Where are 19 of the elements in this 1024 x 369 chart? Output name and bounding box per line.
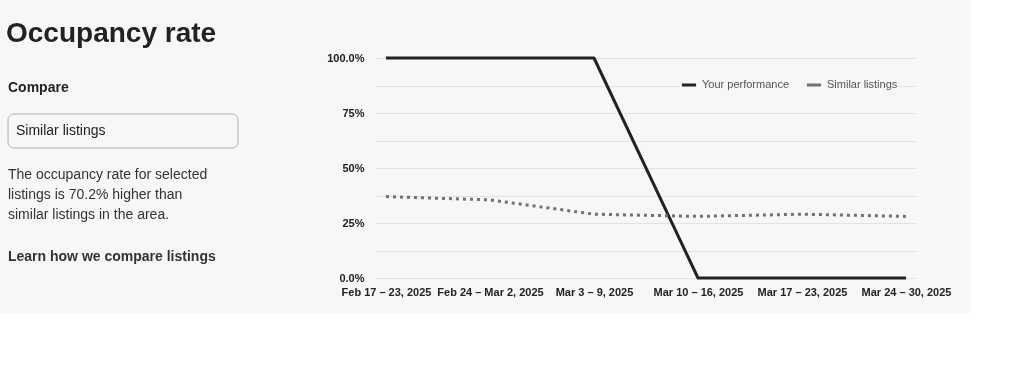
text: The occupancy rate for selected listings is 70.2% higher than similar listings in the area. [8,166,208,222]
y-tick-label: 25% [342,216,365,229]
x-tick-label: Feb 17 – 23, 2025 [341,285,432,298]
x-tick-label: Mar 3 – 9, 2025 [555,285,634,298]
text: Occupancy rate [6,17,217,48]
x-tick-label: Mar 10 – 16, 2025 [653,285,744,298]
y-tick-label: 0.0% [339,271,365,284]
text: Compare [8,79,69,95]
y-tick-label: 75% [342,106,365,119]
x-tick-label: Feb 24 – Mar 2, 2025 [437,285,544,298]
x-tick-label: Mar 17 – 23, 2025 [757,285,848,298]
legend-label: Your performance [702,78,790,90]
y-tick-label: 50% [342,161,365,174]
legend-label: Similar listings [827,78,898,90]
y-tick-label: 100.0% [327,51,365,64]
x-tick-label: Mar 24 – 30, 2025 [861,285,952,298]
line-series [384,195,908,218]
text: Learn how we compare listings [8,248,216,264]
text: Similar listings [16,122,106,138]
